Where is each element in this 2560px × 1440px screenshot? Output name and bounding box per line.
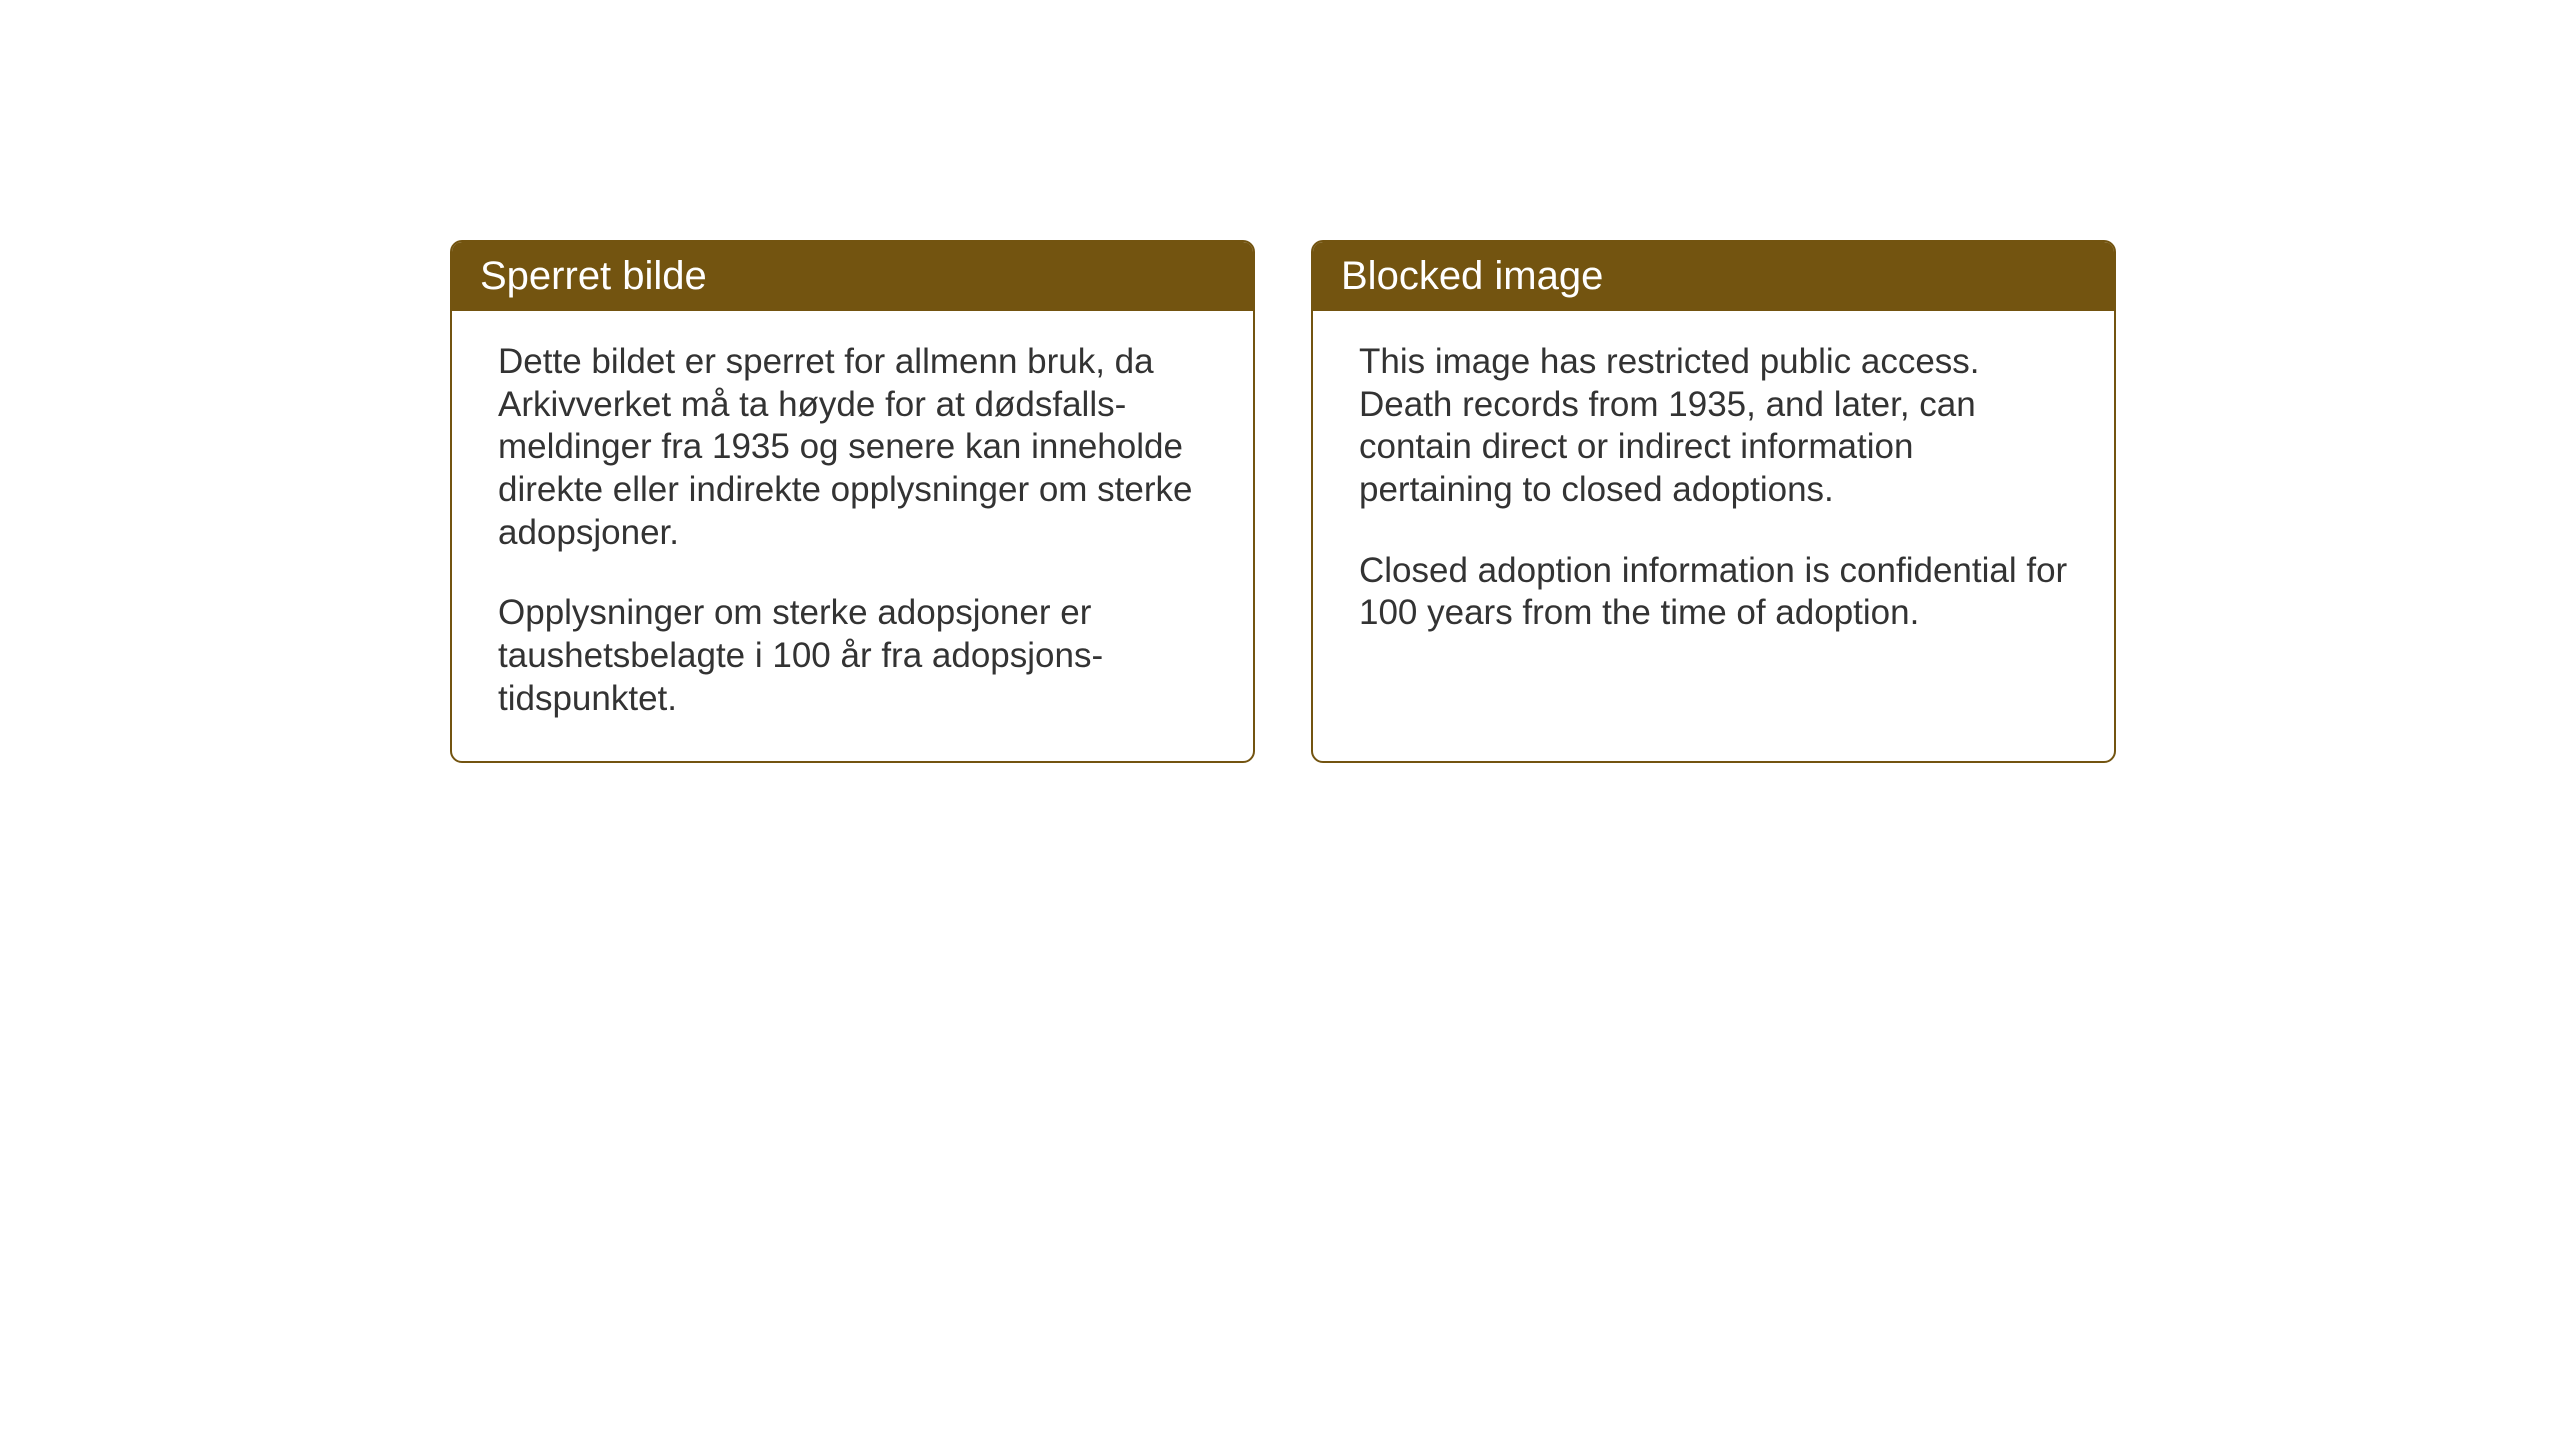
notice-body-english: This image has restricted public access.…: [1313, 311, 2114, 675]
notice-paragraph: Opplysninger om sterke adopsjoner er tau…: [498, 592, 1207, 720]
notice-container: Sperret bilde Dette bildet er sperret fo…: [450, 240, 2116, 763]
notice-body-norwegian: Dette bildet er sperret for allmenn bruk…: [452, 311, 1253, 761]
notice-header-norwegian: Sperret bilde: [452, 242, 1253, 311]
notice-header-english: Blocked image: [1313, 242, 2114, 311]
notice-paragraph: Closed adoption information is confident…: [1359, 550, 2068, 635]
notice-paragraph: Dette bildet er sperret for allmenn bruk…: [498, 341, 1207, 554]
notice-paragraph: This image has restricted public access.…: [1359, 341, 2068, 512]
notice-box-norwegian: Sperret bilde Dette bildet er sperret fo…: [450, 240, 1255, 763]
notice-box-english: Blocked image This image has restricted …: [1311, 240, 2116, 763]
